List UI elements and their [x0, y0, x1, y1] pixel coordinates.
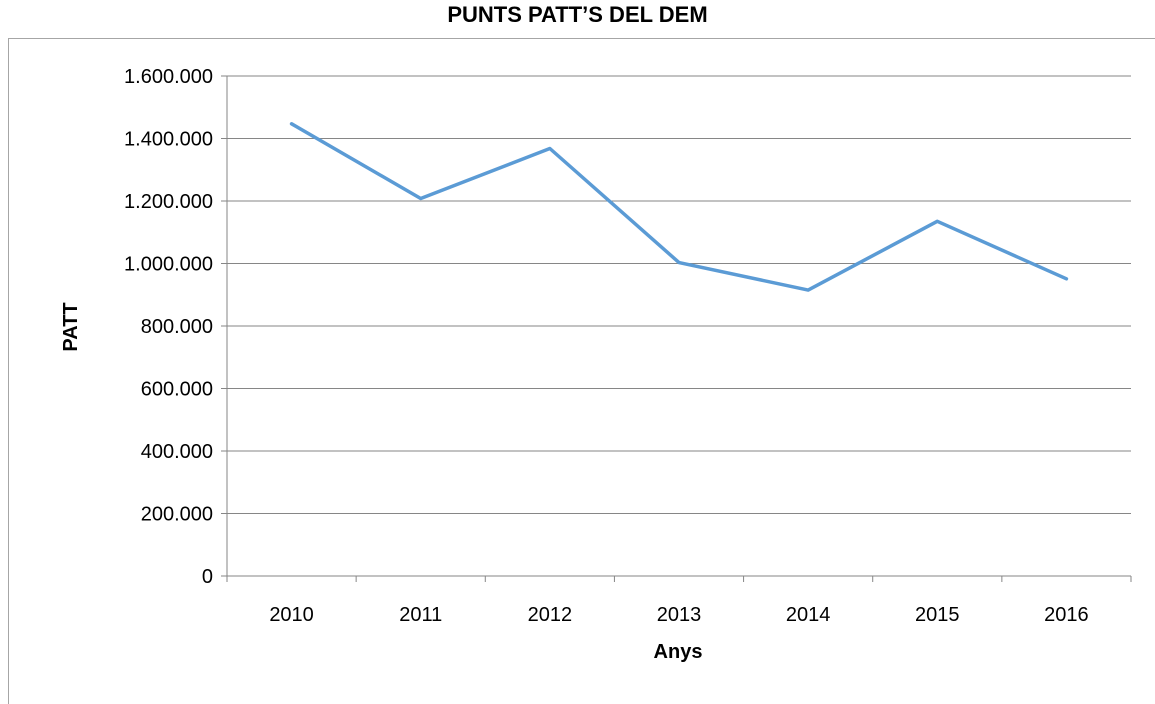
y-tick-label: 1.200.000: [124, 191, 213, 213]
y-tick-label: 1.000.000: [124, 254, 213, 276]
x-tick-label: 2016: [1044, 604, 1089, 626]
y-tick-label: 600.000: [141, 379, 213, 401]
gridlines: [227, 75, 1131, 514]
y-tick-label: 800.000: [141, 316, 213, 338]
x-tick-label: 2014: [786, 604, 831, 626]
chart-title: PUNTS PATT’S DEL DEM: [447, 2, 708, 27]
y-tick-label: 1.400.000: [124, 129, 213, 151]
x-tick-label: 2011: [399, 604, 442, 626]
y-tick-labels: 0 200.000 400.000 600.000 800.000 1.000.000 1.…: [124, 66, 213, 588]
x-tick-label: 2013: [657, 604, 702, 626]
x-axis-title: Anys: [654, 641, 703, 663]
series: [289, 122, 1069, 292]
y-tick-label: 400.000: [141, 441, 213, 463]
x-tick-label: 2010: [269, 604, 314, 626]
series-line: [289, 122, 1069, 292]
axes: [221, 75, 1132, 582]
x-tick-label: 2015: [915, 604, 960, 626]
y-tick-label: 1.600.000: [124, 66, 213, 88]
x-tick-label: 2012: [528, 604, 573, 626]
y-axis-title: PATT: [60, 302, 82, 351]
y-tick-label: 200.000: [141, 504, 213, 526]
chart-frame: [8, 38, 1155, 704]
x-tick-labels: 2010 2011 2012 2013 2014 2015 2016: [269, 604, 1088, 626]
y-tick-label: 0: [202, 566, 213, 588]
